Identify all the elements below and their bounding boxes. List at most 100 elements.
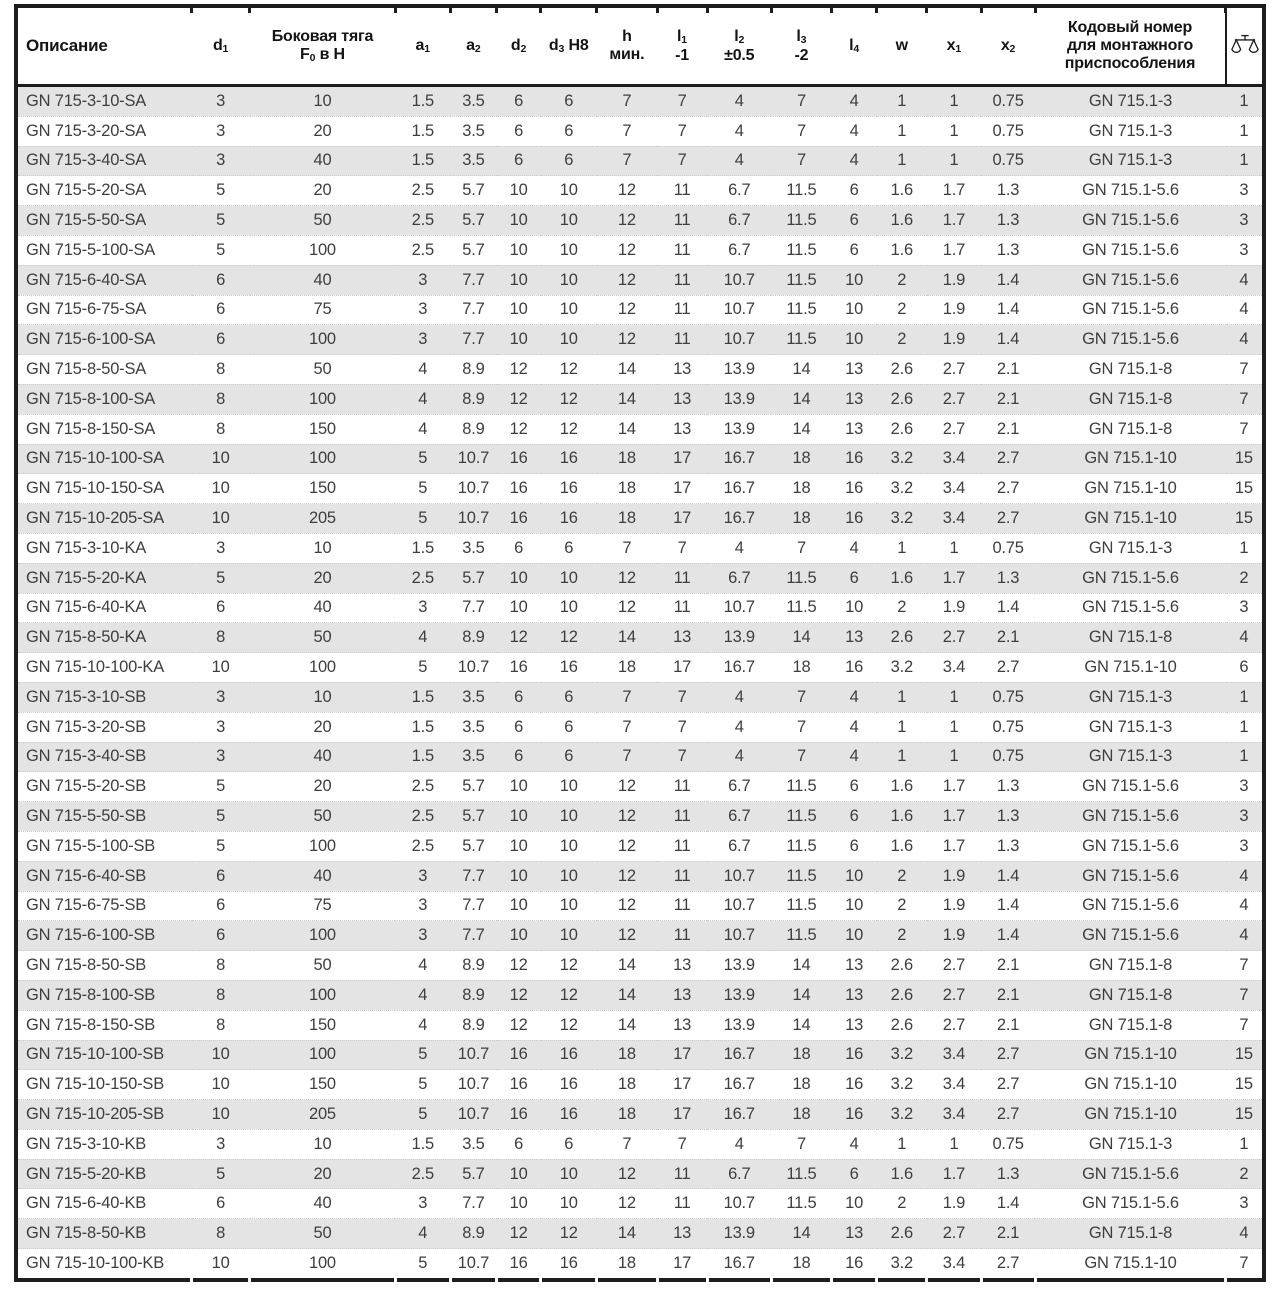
cell-a2: 5.7: [450, 1158, 497, 1189]
cell-x1: 1: [926, 711, 982, 743]
cell-weight: 1: [1225, 681, 1264, 713]
cell-a2: 7.7: [450, 890, 497, 921]
table-row: GN 715-10-100-SB 10 100 5 10.7 16 16 18 17 16.7 18…: [16, 1039, 1264, 1070]
cell-w: 1: [876, 532, 927, 564]
cell-d1: 8: [191, 383, 250, 415]
cell-a1: 4: [395, 979, 451, 1011]
cell-d3: 10: [540, 920, 597, 951]
cell-x2: 1.3: [981, 234, 1036, 266]
cell-f0: 100: [249, 652, 396, 683]
cell-w: 1: [876, 85, 927, 117]
header-text: w: [895, 37, 908, 54]
cell-d1: 10: [191, 1069, 250, 1100]
cell-d3: 16: [540, 652, 597, 683]
cell-d3: 16: [540, 503, 597, 534]
cell-weight: 3: [1225, 205, 1264, 236]
cell-l3: 11.5: [771, 920, 832, 951]
cell-weight: 15: [1225, 503, 1264, 534]
cell-w: 3.2: [876, 1039, 927, 1070]
cell-l2: 13.9: [707, 354, 772, 385]
cell-description: GN 715-8-50-KB: [16, 1218, 192, 1249]
cell-w: 1: [876, 711, 927, 743]
cell-h: 7: [596, 115, 657, 147]
header-label-line: Боковая тяга: [252, 28, 393, 46]
cell-l2: 4: [707, 1128, 772, 1160]
cell-x2: 1.4: [981, 592, 1036, 623]
table-row: GN 715-8-50-SB 8 50 4 8.9 12 12 14 13 13.9 14 13 2.6…: [16, 950, 1264, 981]
column-gap-bottom: [248, 1277, 252, 1282]
header-text: x: [946, 36, 956, 54]
cell-d2: 16: [496, 1039, 541, 1070]
header-label-line: ±0.5: [709, 47, 769, 65]
cell-d2: 16: [496, 652, 541, 683]
cell-a2: 10.7: [450, 652, 497, 683]
cell-code: GN 715.1-3: [1035, 115, 1226, 147]
cell-l2: 4: [707, 711, 772, 743]
cell-l4: 4: [831, 1128, 877, 1160]
cell-d3: 6: [540, 85, 597, 117]
cell-d3: 6: [540, 681, 597, 713]
cell-a1: 4: [395, 354, 451, 385]
column-tick-top: [979, 4, 983, 13]
cell-d1: 5: [191, 1158, 250, 1189]
cell-d1: 8: [191, 622, 250, 653]
cell-l2: 10.7: [707, 264, 772, 296]
cell-l3: 18: [771, 1039, 832, 1070]
cell-l4: 4: [831, 115, 877, 147]
cell-l3: 7: [771, 681, 832, 713]
cell-d1: 6: [191, 324, 250, 355]
cell-d1: 5: [191, 234, 250, 266]
cell-d2: 10: [496, 801, 541, 832]
cell-a1: 4: [395, 383, 451, 415]
cell-f0: 75: [249, 890, 396, 921]
cell-d2: 6: [496, 741, 541, 772]
header-label-line: h: [599, 28, 655, 46]
cell-a1: 3: [395, 920, 451, 951]
cell-a1: 2.5: [395, 234, 451, 266]
cell-d2: 16: [496, 473, 541, 504]
cell-h: 18: [596, 443, 657, 474]
cell-l4: 4: [831, 681, 877, 713]
cell-f0: 20: [249, 175, 396, 206]
cell-code: GN 715.1-3: [1035, 532, 1226, 564]
cell-l4: 4: [831, 711, 877, 743]
cell-a1: 2.5: [395, 205, 451, 236]
cell-l3: 11.5: [771, 771, 832, 802]
header-label-line: a2: [452, 37, 494, 56]
cell-x1: 1.9: [926, 264, 982, 296]
cell-l1: 11: [657, 1158, 708, 1189]
cell-code: GN 715.1-5.6: [1035, 562, 1226, 594]
cell-d2: 10: [496, 1188, 541, 1219]
cell-description: GN 715-3-10-KB: [16, 1128, 192, 1160]
cell-f0: 50: [249, 354, 396, 385]
cell-x2: 1.3: [981, 205, 1036, 236]
cell-f0: 40: [249, 860, 396, 892]
cell-x2: 2.1: [981, 1218, 1036, 1249]
cell-f0: 205: [249, 503, 396, 534]
cell-x1: 1.7: [926, 801, 982, 832]
cell-code: GN 715.1-10: [1035, 503, 1226, 534]
cell-weight: 3: [1225, 1188, 1264, 1219]
cell-f0: 10: [249, 1128, 396, 1160]
cell-weight: 1: [1225, 711, 1264, 743]
column-gap-bottom: [1224, 1277, 1228, 1282]
cell-d1: 3: [191, 711, 250, 743]
cell-x2: 2.1: [981, 413, 1036, 445]
cell-a1: 5: [395, 1248, 451, 1280]
cell-d1: 6: [191, 592, 250, 623]
cell-a2: 7.7: [450, 324, 497, 355]
cell-l4: 4: [831, 145, 877, 176]
cell-h: 12: [596, 920, 657, 951]
cell-h: 14: [596, 622, 657, 653]
cell-f0: 100: [249, 1248, 396, 1280]
cell-l1: 7: [657, 85, 708, 117]
cell-weight: 7: [1225, 1009, 1264, 1040]
header-subscript: 1: [222, 43, 229, 55]
cell-x1: 2.7: [926, 979, 982, 1011]
cell-l4: 16: [831, 473, 877, 504]
cell-d2: 6: [496, 532, 541, 564]
cell-l4: 6: [831, 801, 877, 832]
cell-l1: 7: [657, 115, 708, 147]
cell-f0: 20: [249, 771, 396, 802]
cell-h: 14: [596, 354, 657, 385]
